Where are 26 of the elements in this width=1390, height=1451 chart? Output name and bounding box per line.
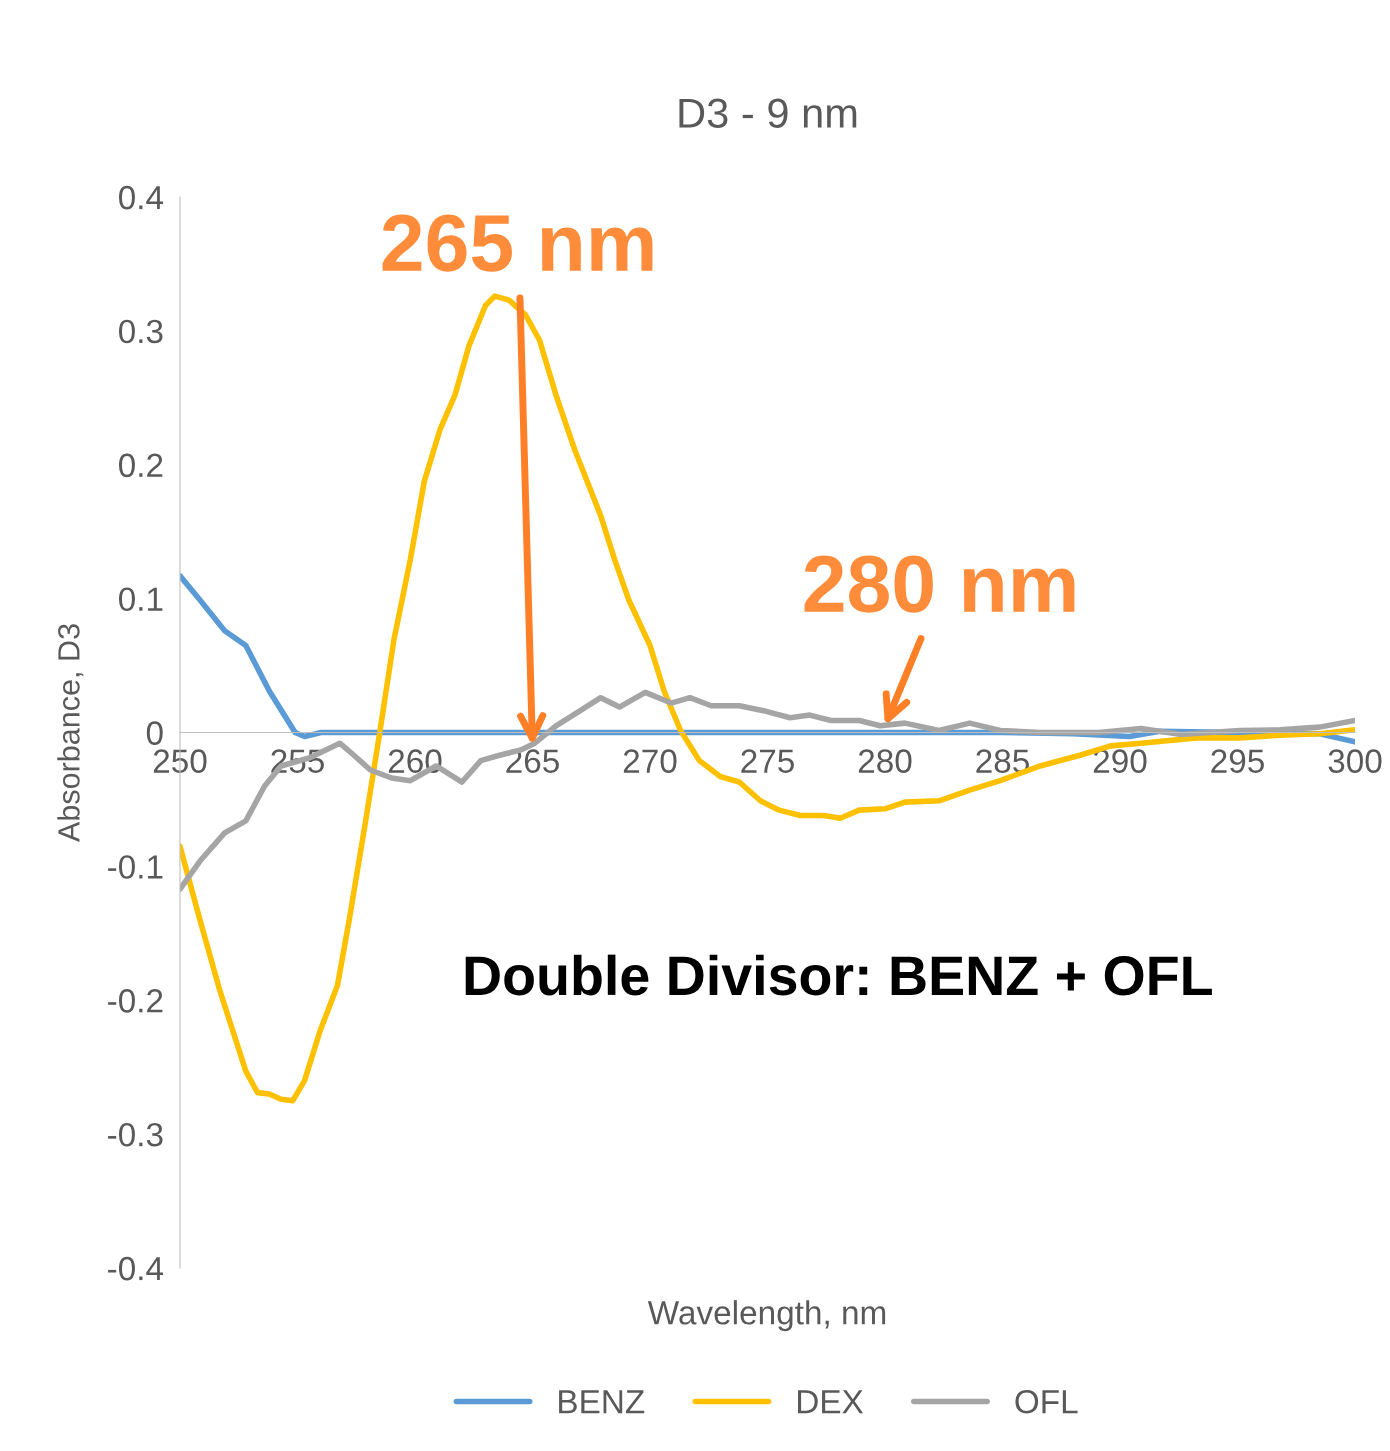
x-tick-label: 300: [1328, 749, 1382, 773]
y-tick-label: -0.2: [108, 989, 163, 1013]
y-tick-label: 0: [146, 721, 163, 745]
x-tick-label: 280: [858, 749, 912, 773]
chart-title: D3 - 9 nm: [679, 98, 857, 128]
annotation: 280 nm: [804, 555, 1075, 613]
y-tick-label: -0.3: [108, 1122, 163, 1147]
y-tick-label: -0.4: [108, 1256, 164, 1281]
y-tick-label: 0.1: [119, 587, 163, 612]
y-tick-label: 0.4: [119, 185, 164, 210]
annotation: 265 nm: [382, 214, 653, 272]
x-tick-label: 250: [153, 749, 207, 773]
y-tick-label: 0.3: [119, 319, 163, 344]
legend-label: OFL: [1015, 1389, 1078, 1414]
x-tick-label: 270: [623, 749, 677, 773]
x-tick-label: 290: [1093, 749, 1147, 773]
legend-label: BENZ: [559, 1390, 645, 1414]
x-tick-label: 275: [741, 749, 794, 773]
x-axis-title: Wavelength, nm: [647, 1300, 886, 1332]
x-tick-label: 285: [976, 749, 1029, 773]
annotation: Double Divisor: BENZ + OFL: [465, 954, 1212, 996]
x-tick-label: 295: [1211, 749, 1264, 773]
y-tick-label: 0.2: [119, 453, 163, 478]
y-axis-title: Absorbance, D3: [57, 624, 84, 842]
y-tick-label: -0.1: [108, 855, 163, 879]
legend-label: DEX: [798, 1390, 864, 1414]
